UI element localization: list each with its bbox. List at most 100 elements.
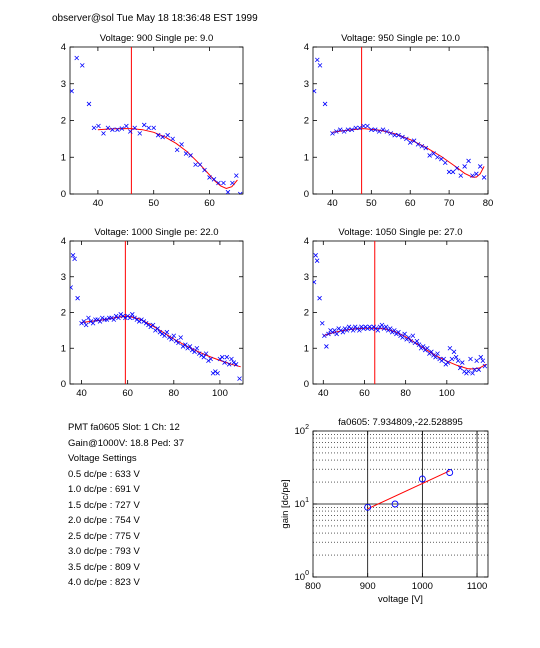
data-point — [203, 351, 209, 356]
data-point — [207, 175, 212, 180]
data-point — [470, 173, 475, 178]
data-point — [221, 180, 226, 186]
data-point — [115, 127, 120, 132]
data-point — [141, 122, 147, 128]
x-tick-label: 50 — [148, 198, 159, 209]
data-point — [317, 295, 322, 301]
chart-panel: Voltage: 900 Single pe: 9.0 40 50 60 0 1 2 3 4 — [61, 33, 244, 209]
data-point — [364, 503, 372, 511]
y-tick-label: 1 — [61, 343, 66, 354]
data-point — [183, 342, 188, 347]
chart-title: Voltage: 1000 Single pe: 22.0 — [94, 227, 218, 238]
data-point — [439, 156, 444, 162]
data-point — [451, 349, 457, 355]
x-tick-label: 80 — [483, 198, 494, 209]
data-point — [376, 129, 382, 134]
data-point — [314, 258, 320, 263]
y-tick-exponent: 0 — [305, 570, 309, 577]
y-tick-label: 1 — [304, 343, 309, 354]
data-point — [317, 63, 323, 68]
data-point — [477, 164, 483, 169]
data-point — [380, 127, 386, 132]
data-point — [86, 101, 92, 107]
data-point — [129, 312, 135, 317]
x-tick-label: 50 — [366, 198, 377, 209]
plot-area — [367, 470, 450, 510]
data-point — [474, 171, 479, 177]
data-point — [319, 320, 325, 326]
y-tick-label: 102 — [295, 424, 310, 437]
fit-curve — [332, 128, 485, 178]
y-tick-label: 0 — [304, 189, 309, 200]
data-point — [353, 125, 359, 131]
data-point — [101, 131, 106, 136]
data-point — [482, 363, 488, 369]
y-tick-exponent: 1 — [305, 497, 309, 504]
data-point — [237, 191, 243, 194]
data-point — [219, 354, 225, 360]
x-tick-label: 80 — [169, 388, 180, 399]
data-point — [313, 279, 317, 285]
data-point — [155, 132, 161, 138]
setting-row: 3.0 dc/pe : 793 V — [68, 546, 140, 557]
data-point — [162, 333, 167, 339]
data-point — [447, 345, 453, 351]
plot-area — [313, 47, 487, 194]
axes-frame — [69, 46, 244, 195]
data-point — [155, 326, 160, 331]
data-point — [455, 358, 461, 364]
data-point — [388, 131, 394, 136]
data-point — [174, 147, 180, 153]
chart-panel: Voltage: 950 Single pe: 10.0 40 50 60 70 80 0 1… — [304, 33, 494, 209]
data-point — [111, 317, 117, 322]
data-point — [341, 129, 347, 134]
data-point — [414, 338, 420, 344]
x-tick-label: 60 — [204, 198, 215, 209]
data-point — [164, 329, 170, 335]
data-point — [478, 354, 484, 360]
data-point — [229, 356, 234, 362]
data-point — [334, 331, 339, 337]
data-point — [349, 127, 355, 132]
data-point — [194, 345, 200, 351]
data-point — [392, 328, 397, 333]
data-point — [369, 127, 374, 132]
data-point — [116, 315, 121, 321]
x-tick-label: 40 — [93, 198, 104, 209]
y-tick-label: 4 — [61, 42, 66, 53]
pmt-line: PMT fa0605 Slot: 1 Ch: 12 — [68, 422, 180, 433]
data-point — [165, 132, 170, 138]
data-point — [197, 162, 203, 167]
data-point — [192, 349, 197, 355]
x-tick-label: 100 — [439, 388, 455, 399]
data-point — [187, 344, 193, 349]
data-point — [365, 123, 370, 129]
data-point — [420, 344, 426, 349]
chart-title: Voltage: 900 Single pe: 9.0 — [100, 33, 214, 44]
axes-frame — [69, 240, 244, 385]
data-point — [408, 338, 414, 344]
data-point — [234, 173, 239, 178]
data-point — [183, 151, 189, 156]
setting-row: 1.5 dc/pe : 727 V — [68, 499, 140, 511]
y-tick-label: 100 — [295, 570, 310, 583]
y-tick-label: 2 — [61, 308, 66, 319]
gain-line: Gain@1000V: 18.8 Ped: 37 — [68, 437, 184, 449]
data-point — [97, 319, 103, 324]
y-tick-base: 10 — [295, 426, 306, 437]
data-point — [400, 335, 405, 340]
data-point — [392, 132, 397, 138]
y-tick-label: 0 — [304, 379, 309, 390]
data-point — [132, 125, 138, 131]
chart-panel: Voltage: 1000 Single pe: 22.0 40 60 80 100 0 1… — [61, 227, 244, 399]
data-point — [411, 138, 417, 143]
data-point — [201, 354, 207, 360]
data-point — [442, 160, 448, 166]
y-tick-label: 4 — [61, 236, 66, 247]
data-point — [435, 351, 440, 356]
y-tick-base: 10 — [295, 572, 306, 583]
data-point — [105, 125, 111, 131]
setting-row: 2.5 dc/pe : 775 V — [68, 530, 140, 542]
data-point — [326, 331, 331, 337]
x-tick-label: 1000 — [412, 581, 433, 592]
